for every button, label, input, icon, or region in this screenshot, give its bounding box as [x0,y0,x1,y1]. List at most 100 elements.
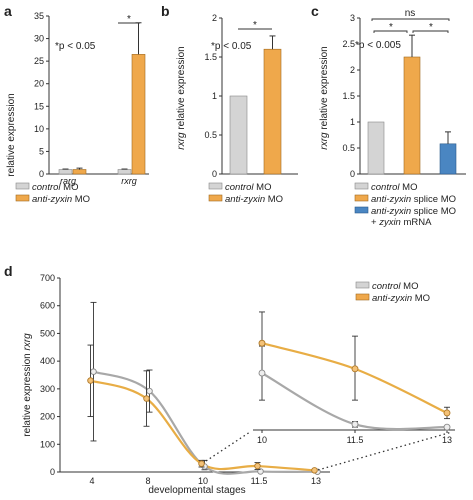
panel-a-cat-rarg: rarg [60,176,76,186]
panel-c-legend-rescue-2: + zyxin mRNA [371,217,432,228]
panel-d-inset-point [258,369,266,377]
panel-b-ylabel: rxrg relative expression [176,46,187,149]
panel-d-point [198,460,205,467]
panel-d-inset-xtick-label: 10 [257,435,267,445]
panel-a-bar [72,169,87,175]
panel-c-legend-swatch-splice [354,194,369,202]
panel-a-ylabel: relative expression [6,93,17,176]
panel-d-xticks: 4 8 10 11.5 13 [89,476,321,486]
panel-d-point [143,395,150,402]
panel-c-ytick-label: 1 [350,117,355,127]
panel-c: c rxrg relative expression 0 0.5 1 1.5 2 2.5 3… [311,3,466,228]
panel-d-legend-control: control MO [372,281,418,292]
panel-d-point [87,377,94,384]
panel-d-inset-point [351,365,359,373]
panel-a-cat-rxrg: rxrg [121,176,137,186]
panel-c-ns-bracket [371,18,450,21]
panel-b-yticks: 0 0.5 1 1.5 2 [204,13,222,179]
panel-d-xtick-label: 4 [89,476,94,486]
panel-d-xtick-label: 11.5 [251,476,268,486]
panel-b-ytick-label: 2 [212,13,217,23]
panel-c-sig-star-2: * [429,22,433,33]
panel-c-ytick-label: 2.5 [342,39,355,49]
panel-d-yticks: 0 100 200 300 400 500 600 700 [40,273,60,477]
panel-d-point [90,368,97,375]
panel-b-pvalue: *p < 0.05 [211,41,252,52]
panel-c-ns-label: ns [405,8,416,19]
panel-d-ylabel: relative expression rxrg [22,333,33,437]
panel-d-ytick-label: 300 [40,384,55,394]
panel-c-legend-swatch-control [354,182,369,190]
panel-c-sig-star-1: * [389,22,393,33]
panel-d-ytick-label: 600 [40,301,55,311]
panel-b-ytick-label: 1.5 [204,52,217,62]
panel-a-ytick-label: 10 [34,124,44,134]
panel-b-ytick-label: 0.5 [204,130,217,140]
panel-c-letter: c [311,3,319,19]
panel-d-inset-point [351,420,359,428]
panel-d-point [254,462,261,470]
panel-d-ytick-label: 100 [40,439,55,449]
panel-d-ytick-label: 500 [40,328,55,338]
panel-c-ytick-label: 2 [350,65,355,75]
panel-b-legend-anti: anti-zyxin MO [225,194,283,205]
panel-c-ytick-label: 0.5 [342,143,355,153]
panel-d-inset: 10 11.5 13 [253,311,455,445]
panel-d-inset-point [258,339,266,347]
panel-a-bar [117,169,132,175]
panel-a-yticks: 0 5 10 15 20 25 30 35 [34,11,49,179]
panel-c-ytick-label: 0 [350,169,355,179]
panel-b-legend-swatch-control [208,182,223,190]
panel-b-ytick-label: 1 [212,91,217,101]
panel-c-bar [403,56,421,175]
panel-a-bar [131,54,146,175]
panel-d-point [311,467,318,474]
panel-c-legend-rescue: anti-zyxin splice MO [371,206,456,217]
panel-d-inset-series-line [261,342,448,414]
panel-d-inset-point [443,423,451,431]
panel-b-letter: b [161,3,170,19]
panel-d-xlabel: developmental stages [148,485,245,496]
panel-d-legend-swatch-control [355,281,370,289]
panel-d-point [146,387,153,395]
panel-a-ytick-label: 25 [34,56,44,66]
panel-a-ytick-label: 15 [34,101,44,111]
panel-c-legend-splice: anti-zyxin splice MO [371,194,456,205]
panel-a-legend-swatch-anti [15,194,30,202]
panel-a-pvalue: *p < 0.05 [55,41,96,52]
panel-d-series-line [90,379,315,472]
panel-c-sig-bracket-1 [373,30,408,33]
panel-d-inset-series-line [261,372,448,431]
panel-b-bars [229,35,282,175]
panel-d-legend-anti: anti-zyxin MO [372,293,430,304]
panel-d-xtick-label: 10 [198,476,208,486]
panel-a-sig-star: * [127,14,131,25]
panel-d-inset-xtick-label: 11.5 [347,435,364,445]
panel-d-ytick-label: 400 [40,356,55,366]
panel-c-ylabel: rxrg relative expression [319,46,330,149]
panel-a-ytick-label: 35 [34,11,44,21]
panel-c-yticks: 0 0.5 1 1.5 2 2.5 3 [342,13,360,179]
panel-c-bar [439,143,457,175]
panel-a-letter: a [4,3,12,19]
panel-c-pvalue: *p < 0.005 [355,40,401,51]
panel-a-bars [58,22,146,175]
panel-b: b rxrg relative expression 0 0.5 1 1.5 2 *p … [161,3,298,205]
panel-d-inset-connector-left [205,431,251,462]
panel-b-sig-star: * [253,20,257,31]
panel-c-sig-bracket-2 [412,30,449,33]
panel-c-legend-swatch-rescue [354,206,369,214]
panel-d-xtick-label: 8 [145,476,150,486]
panel-d-main-plot [87,301,321,475]
panel-c-bars [367,34,457,175]
panel-a-legend-control: control MO [32,182,78,193]
panel-a: a relative expression 0 5 10 15 20 25 30 35 *p … [4,3,149,205]
panel-a-legend-swatch-control [15,182,30,190]
panel-d-legend-swatch-anti [355,293,370,301]
panel-d-xtick-label: 13 [311,476,321,486]
panel-c-bar [367,121,385,175]
panel-a-ytick-label: 0 [39,169,44,179]
panel-a-bar [58,169,73,175]
panel-b-legend-control: control MO [225,182,271,193]
